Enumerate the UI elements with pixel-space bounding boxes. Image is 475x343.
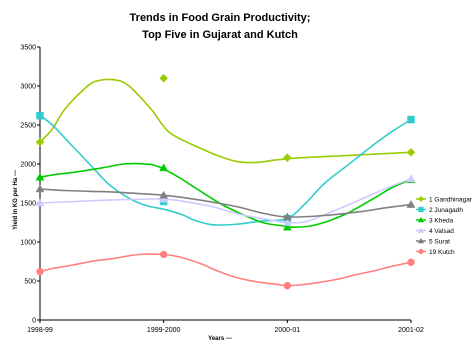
- data-point: [283, 281, 292, 290]
- legend-marker: [417, 195, 425, 203]
- legend-marker: [418, 248, 424, 255]
- legend-marker: [417, 227, 425, 233]
- series-line: [39, 78, 412, 164]
- series-4: [35, 174, 416, 226]
- series-line: [39, 114, 412, 226]
- legend-item: 19 Kutch: [416, 249, 455, 256]
- legend-label: 2 Junagadh: [429, 207, 463, 214]
- data-point: [36, 111, 44, 120]
- y-tick-labels: 0 500 1000 1500 2000 2500 3000 3500: [20, 45, 36, 325]
- legend-label: 19 Kutch: [429, 249, 455, 256]
- series-lines: [35, 73, 416, 290]
- legend-item: 4 Valsad: [416, 227, 454, 235]
- data-point: [282, 217, 292, 226]
- data-point: [406, 200, 416, 208]
- legend-item: 5 Surat: [416, 237, 450, 245]
- legend-marker: [417, 216, 425, 223]
- chart-title-line1: Trends in Food Grain Productivity;: [130, 12, 311, 24]
- series-3: [35, 162, 416, 231]
- y-tick-label: 2500: [20, 123, 36, 130]
- data-point: [159, 250, 168, 259]
- y-tick-label: 1000: [20, 240, 36, 247]
- y-tick-label: 0: [32, 318, 36, 325]
- data-point: [159, 190, 169, 199]
- series-line: [39, 178, 412, 224]
- legend-item: 3 Kheda: [416, 216, 454, 224]
- axes: [37, 46, 412, 323]
- data-point: [35, 172, 45, 181]
- legend-label: 1 Gandhinagar: [429, 196, 473, 203]
- x-tick-label: 2000-01: [274, 327, 300, 334]
- x-tick-label: 1998-99: [27, 327, 53, 334]
- data-point: [35, 137, 45, 147]
- legend-marker: [418, 206, 424, 213]
- legend-label: 5 Surat: [429, 238, 450, 245]
- y-axis-title: Yield in KG per Ha ---: [13, 170, 19, 230]
- series-1: [35, 73, 416, 164]
- legend-label: 4 Valsad: [429, 228, 454, 235]
- series-line: [39, 253, 412, 287]
- y-tick-label: 2000: [20, 162, 36, 169]
- legend-label: 3 Kheda: [429, 217, 454, 224]
- data-point: [36, 267, 44, 276]
- y-tick-label: 3500: [20, 45, 36, 52]
- data-point: [407, 115, 415, 124]
- series-line: [39, 188, 412, 218]
- data-point: [406, 174, 416, 183]
- x-axis-title: Years ---: [208, 336, 232, 342]
- data-point: [407, 258, 415, 267]
- data-point: [282, 222, 292, 231]
- data-point: [282, 212, 292, 221]
- y-tick-label: 1500: [20, 201, 36, 208]
- data-point: [159, 163, 169, 172]
- legend-item: 2 Junagadh: [416, 207, 463, 214]
- data-point: [406, 147, 416, 157]
- data-point: [282, 153, 292, 163]
- x-tick-label: 1999-2000: [147, 327, 181, 334]
- legend-item: 1 Gandhinagar: [416, 195, 473, 203]
- data-point: [35, 198, 45, 207]
- legend: 1 Gandhinagar 2 Junagadh 3 Kheda 4 Valsad 5 …: [416, 195, 473, 256]
- data-point: [159, 73, 169, 83]
- data-point: [159, 194, 169, 203]
- legend-marker: [417, 237, 425, 244]
- x-tick-label: 2001-02: [398, 327, 424, 334]
- series-line: [39, 162, 412, 229]
- y-tick-label: 3000: [20, 84, 36, 91]
- y-tick-label: 500: [24, 279, 36, 286]
- series-5: [35, 184, 416, 221]
- chart-title-line2: Top Five in Gujarat and Kutch: [142, 29, 298, 41]
- data-point: [35, 184, 45, 193]
- x-tick-labels: 1998-99 1999-2000 2000-01 2001-02: [27, 327, 424, 334]
- series-6: [36, 250, 415, 290]
